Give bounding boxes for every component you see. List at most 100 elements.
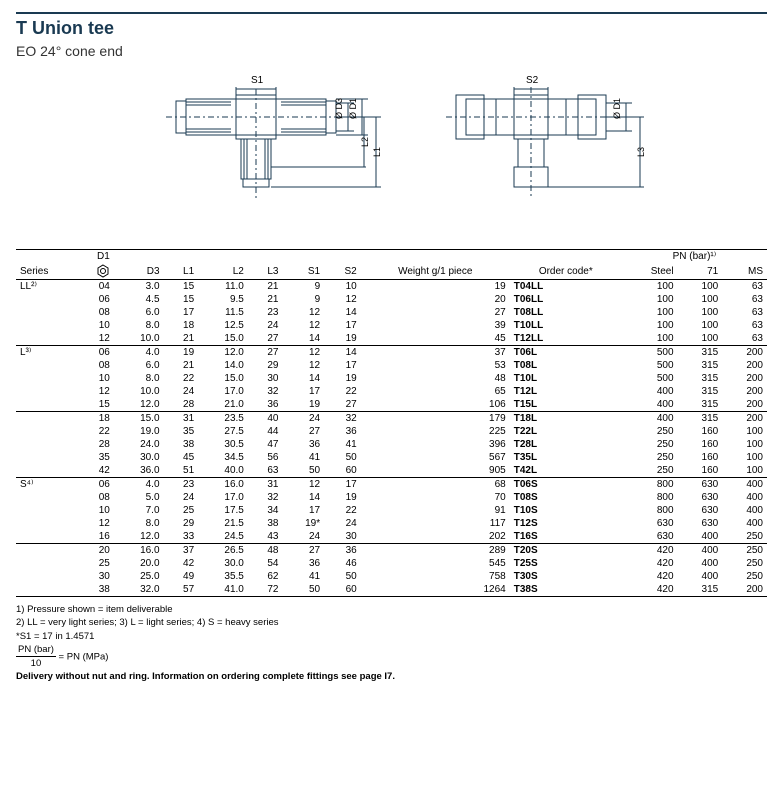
- footnote-3: *S1 = 17 in 1.4571: [16, 630, 767, 643]
- data-cell: 15: [164, 280, 199, 294]
- data-cell: 38: [74, 583, 114, 597]
- label-d1-b: Ø D1: [612, 98, 622, 119]
- order-code-cell: T28L: [510, 438, 622, 451]
- order-code-cell: T15L: [510, 398, 622, 412]
- data-cell: 7.0: [114, 504, 164, 517]
- table-row: 1612.03324.5432430202T16S630400250: [16, 530, 767, 544]
- data-cell: 35: [74, 451, 114, 464]
- data-cell: 420: [622, 570, 678, 583]
- data-cell: 758: [361, 570, 510, 583]
- diagram-left: S1 Ø D3 Ø D1 L2 L1: [136, 69, 396, 219]
- data-cell: 34: [248, 504, 283, 517]
- data-cell: 37: [361, 346, 510, 360]
- data-cell: 25: [74, 557, 114, 570]
- data-cell: 420: [622, 557, 678, 570]
- data-cell: 10: [74, 319, 114, 332]
- data-cell: 20: [361, 293, 510, 306]
- table-row: 1210.02115.027141945T12LL10010063: [16, 332, 767, 346]
- data-cell: 26.5: [198, 544, 248, 558]
- data-cell: 57: [164, 583, 199, 597]
- data-cell: 100: [622, 319, 678, 332]
- data-cell: 27: [361, 306, 510, 319]
- data-cell: 12: [282, 359, 324, 372]
- series-cell: [16, 464, 74, 478]
- series-cell: [16, 544, 74, 558]
- data-cell: 28: [164, 398, 199, 412]
- data-cell: 17: [164, 306, 199, 319]
- data-cell: 27: [248, 332, 283, 346]
- data-cell: 200: [722, 346, 767, 360]
- data-cell: 65: [361, 385, 510, 398]
- footnote-delivery: Delivery without nut and ring. Informati…: [16, 670, 767, 683]
- data-cell: 160: [678, 425, 723, 438]
- nut-icon: [96, 264, 110, 278]
- label-l3: L3: [636, 147, 646, 157]
- data-cell: 100: [722, 451, 767, 464]
- data-cell: 4.5: [114, 293, 164, 306]
- series-cell: L³⁾: [16, 346, 74, 360]
- col-71: 71: [678, 263, 723, 280]
- data-cell: 12.5: [198, 319, 248, 332]
- page-title: T Union tee: [16, 12, 767, 39]
- data-cell: 14: [282, 491, 324, 504]
- data-cell: 20.0: [114, 557, 164, 570]
- data-cell: 100: [722, 464, 767, 478]
- data-cell: 225: [361, 425, 510, 438]
- order-code-cell: T18L: [510, 412, 622, 426]
- data-cell: 400: [622, 398, 678, 412]
- data-cell: 10: [324, 280, 361, 294]
- data-cell: 04: [74, 280, 114, 294]
- data-cell: 250: [622, 464, 678, 478]
- data-cell: 18: [164, 319, 199, 332]
- data-cell: 15: [164, 293, 199, 306]
- series-cell: [16, 530, 74, 544]
- label-l2: L2: [360, 137, 370, 147]
- data-cell: 1264: [361, 583, 510, 597]
- data-cell: 15.0: [198, 332, 248, 346]
- data-cell: 117: [361, 517, 510, 530]
- table-row: 108.02215.030141948T10L500315200: [16, 372, 767, 385]
- data-cell: 315: [678, 372, 723, 385]
- data-cell: 17.0: [198, 385, 248, 398]
- data-cell: 12: [324, 293, 361, 306]
- label-d3: Ø D3: [334, 98, 344, 119]
- series-cell: [16, 385, 74, 398]
- data-cell: 30.0: [198, 557, 248, 570]
- data-cell: 63: [722, 319, 767, 332]
- footnote-1: 1) Pressure shown = item deliverable: [16, 603, 767, 616]
- order-code-cell: T25S: [510, 557, 622, 570]
- data-cell: 11.5: [198, 306, 248, 319]
- data-cell: 12: [282, 319, 324, 332]
- data-cell: 31: [248, 478, 283, 492]
- data-cell: 250: [722, 557, 767, 570]
- data-cell: 24.5: [198, 530, 248, 544]
- order-code-cell: T10S: [510, 504, 622, 517]
- data-cell: 62: [248, 570, 283, 583]
- data-cell: 30: [248, 372, 283, 385]
- data-cell: 25.0: [114, 570, 164, 583]
- series-cell: [16, 412, 74, 426]
- data-cell: 48: [248, 544, 283, 558]
- data-cell: 24: [282, 412, 324, 426]
- data-cell: 47: [248, 438, 283, 451]
- table-row: 4236.05140.0635060905T42L250160100: [16, 464, 767, 478]
- data-cell: 9.5: [198, 293, 248, 306]
- data-cell: 100: [622, 280, 678, 294]
- data-cell: 63: [722, 332, 767, 346]
- data-cell: 315: [678, 385, 723, 398]
- series-cell: [16, 583, 74, 597]
- data-cell: 19: [282, 398, 324, 412]
- data-cell: 9: [282, 293, 324, 306]
- data-cell: 100: [678, 280, 723, 294]
- data-cell: 100: [678, 293, 723, 306]
- order-code-cell: T08LL: [510, 306, 622, 319]
- data-cell: 396: [361, 438, 510, 451]
- data-cell: 800: [622, 478, 678, 492]
- data-cell: 630: [678, 517, 723, 530]
- data-cell: 315: [678, 412, 723, 426]
- order-code-cell: T10LL: [510, 319, 622, 332]
- data-cell: 630: [622, 530, 678, 544]
- data-cell: 14.0: [198, 359, 248, 372]
- data-cell: 100: [622, 293, 678, 306]
- diagram-row: S1 Ø D3 Ø D1 L2 L1: [16, 69, 767, 219]
